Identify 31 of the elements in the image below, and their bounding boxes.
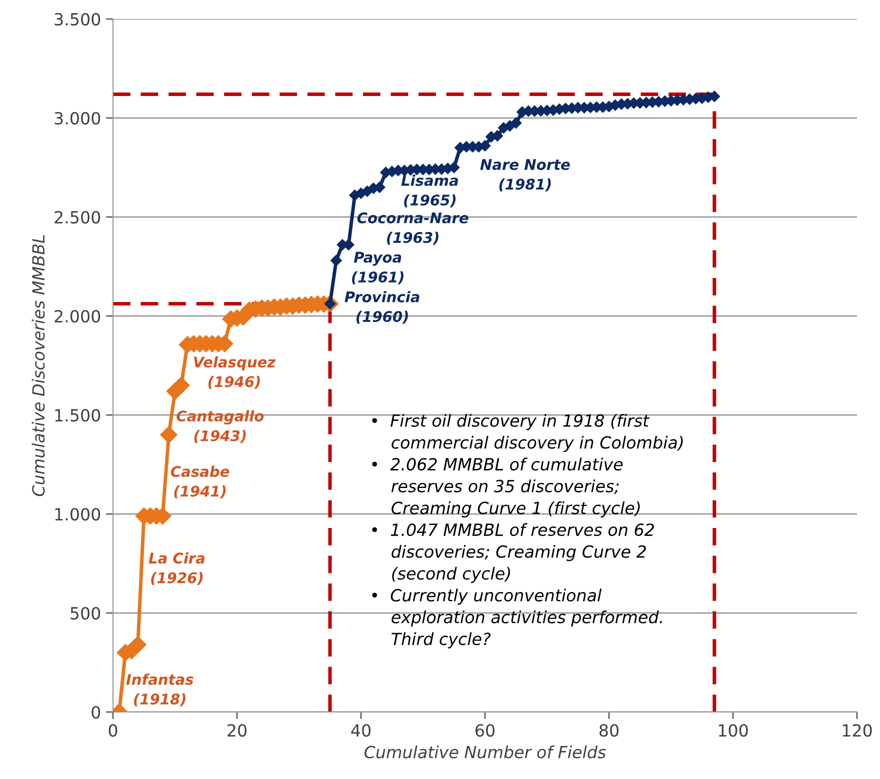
annotation: Infantas (1918) (126, 674, 194, 706)
annotation: Payoa (1961) (352, 252, 404, 284)
text: • First oil discovery in 1918 (first commercial discovery in Colombia) • 2.062 MMBBL of cumulative reserves on 35 discoveries; Creaming Curve 1 (first cycle) • 1.047 MMBBL of reserves on 62 discoveries; Creaming Curve 2 (second cycle) • Currently unconventional exploration activities performed. Third cycle? (372, 414, 683, 648)
x-tick-label: 20 (228, 724, 246, 737)
x-axis-title: Cumulative Number of Fields (364, 745, 606, 758)
annotation: Provincia (1960) (344, 291, 420, 324)
y-tick-label: 0 (92, 706, 100, 719)
x-tick-label: 80 (600, 724, 618, 737)
x-tick-label: 100 (718, 724, 748, 737)
x-tick-label: 60 (476, 724, 494, 737)
x-tick-label: 40 (351, 724, 370, 737)
point (172, 376, 190, 394)
annotation: Cantagallo (1943) (176, 410, 264, 444)
y-tick-label: 1.500 (55, 408, 100, 422)
y-tick-label: 3.500 (54, 12, 100, 26)
annotation: Lisama (1965) (401, 174, 458, 208)
annotation: La Cira (1926) (148, 552, 205, 586)
y-tick-label: 1.000 (55, 508, 100, 521)
y-axis-title: Cumulative Discoveries MMBBL (32, 235, 45, 496)
y-tick-label: 3.000 (54, 112, 100, 125)
y-tick-label: 500 (70, 606, 100, 620)
point (160, 426, 178, 444)
annotation: Casabe (1941) (170, 466, 230, 498)
annotation: Cocorna-Nare (1963) (357, 212, 468, 245)
annotation: Nare Norte (1981) (480, 159, 570, 192)
y-tick-label: 2.500 (54, 210, 100, 224)
x-tick-label: 120 (842, 724, 872, 737)
annotation: Velasquez (1946) (194, 356, 276, 389)
x-tick-label: 0 (108, 724, 118, 737)
y-tick-label: 2.000 (54, 310, 100, 323)
point (129, 636, 146, 654)
